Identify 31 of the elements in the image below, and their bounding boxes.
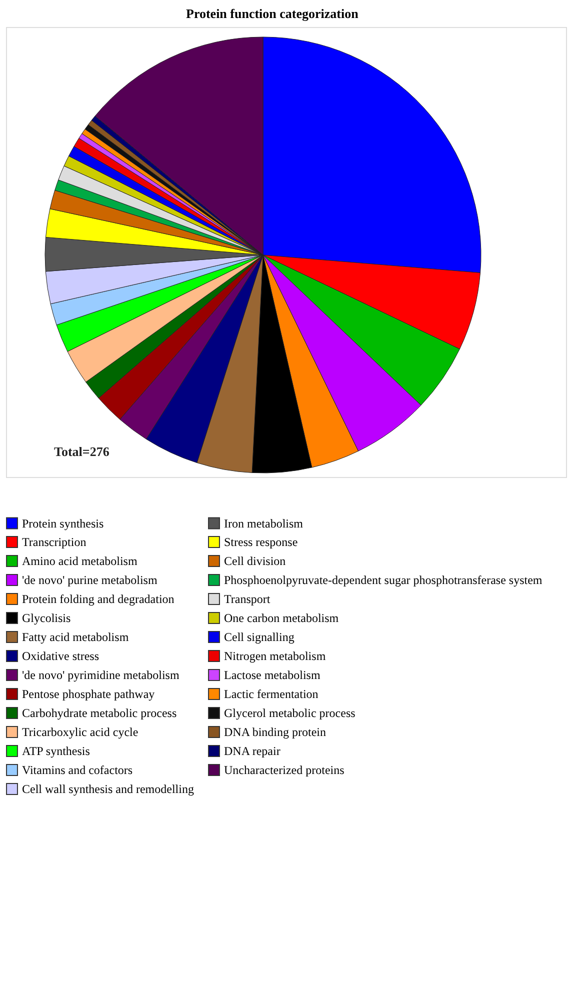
legend-label: Transport [224, 592, 271, 606]
legend-label: Lactic fermentation [224, 687, 318, 701]
legend-label: Tricarboxylic acid cycle [22, 725, 138, 739]
legend-label: Carbohydrate metabolic process [22, 706, 177, 720]
legend-label: Protein synthesis [22, 516, 104, 530]
legend-label: DNA repair [224, 744, 280, 758]
chart-title: Protein function categorization [186, 6, 360, 21]
legend-label: Iron metabolism [224, 516, 304, 530]
legend-label: Uncharacterized proteins [224, 763, 345, 777]
legend-label: Phosphoenolpyruvate-dependent sugar phosphotransferase system [224, 573, 543, 587]
legend-label: One carbon metabolism [224, 611, 340, 625]
legend-label: ATP synthesis [22, 744, 90, 758]
legend-label: Lactose metabolism [224, 668, 321, 682]
legend-label: 'de novo' pyrimidine metabolism [22, 668, 180, 682]
legend-label: Oxidative stress [22, 649, 100, 663]
legend-label: Glycolisis [22, 611, 71, 625]
legend-label: Amino acid metabolism [22, 554, 138, 568]
legend-label: DNA binding protein [224, 725, 326, 739]
legend-label: Protein folding and degradation [22, 592, 174, 606]
legend-label: Pentose phosphate pathway [22, 687, 155, 701]
text: Total=276 [54, 444, 110, 459]
legend-label: Nitrogen metabolism [224, 649, 326, 663]
legend-label: 'de novo' purine metabolism [22, 573, 158, 587]
legend-label: Glycerol metabolic process [224, 706, 356, 720]
legend-label: Vitamins and cofactors [22, 763, 133, 777]
legend-label: Fatty acid metabolism [22, 630, 130, 644]
legend-label: Cell wall synthesis and remodelling [22, 782, 194, 796]
legend-label: Transcription [22, 535, 86, 549]
legend-label: Cell division [224, 554, 286, 568]
legend-label: Stress response [224, 535, 298, 549]
legend-label: Cell signalling [224, 630, 294, 644]
